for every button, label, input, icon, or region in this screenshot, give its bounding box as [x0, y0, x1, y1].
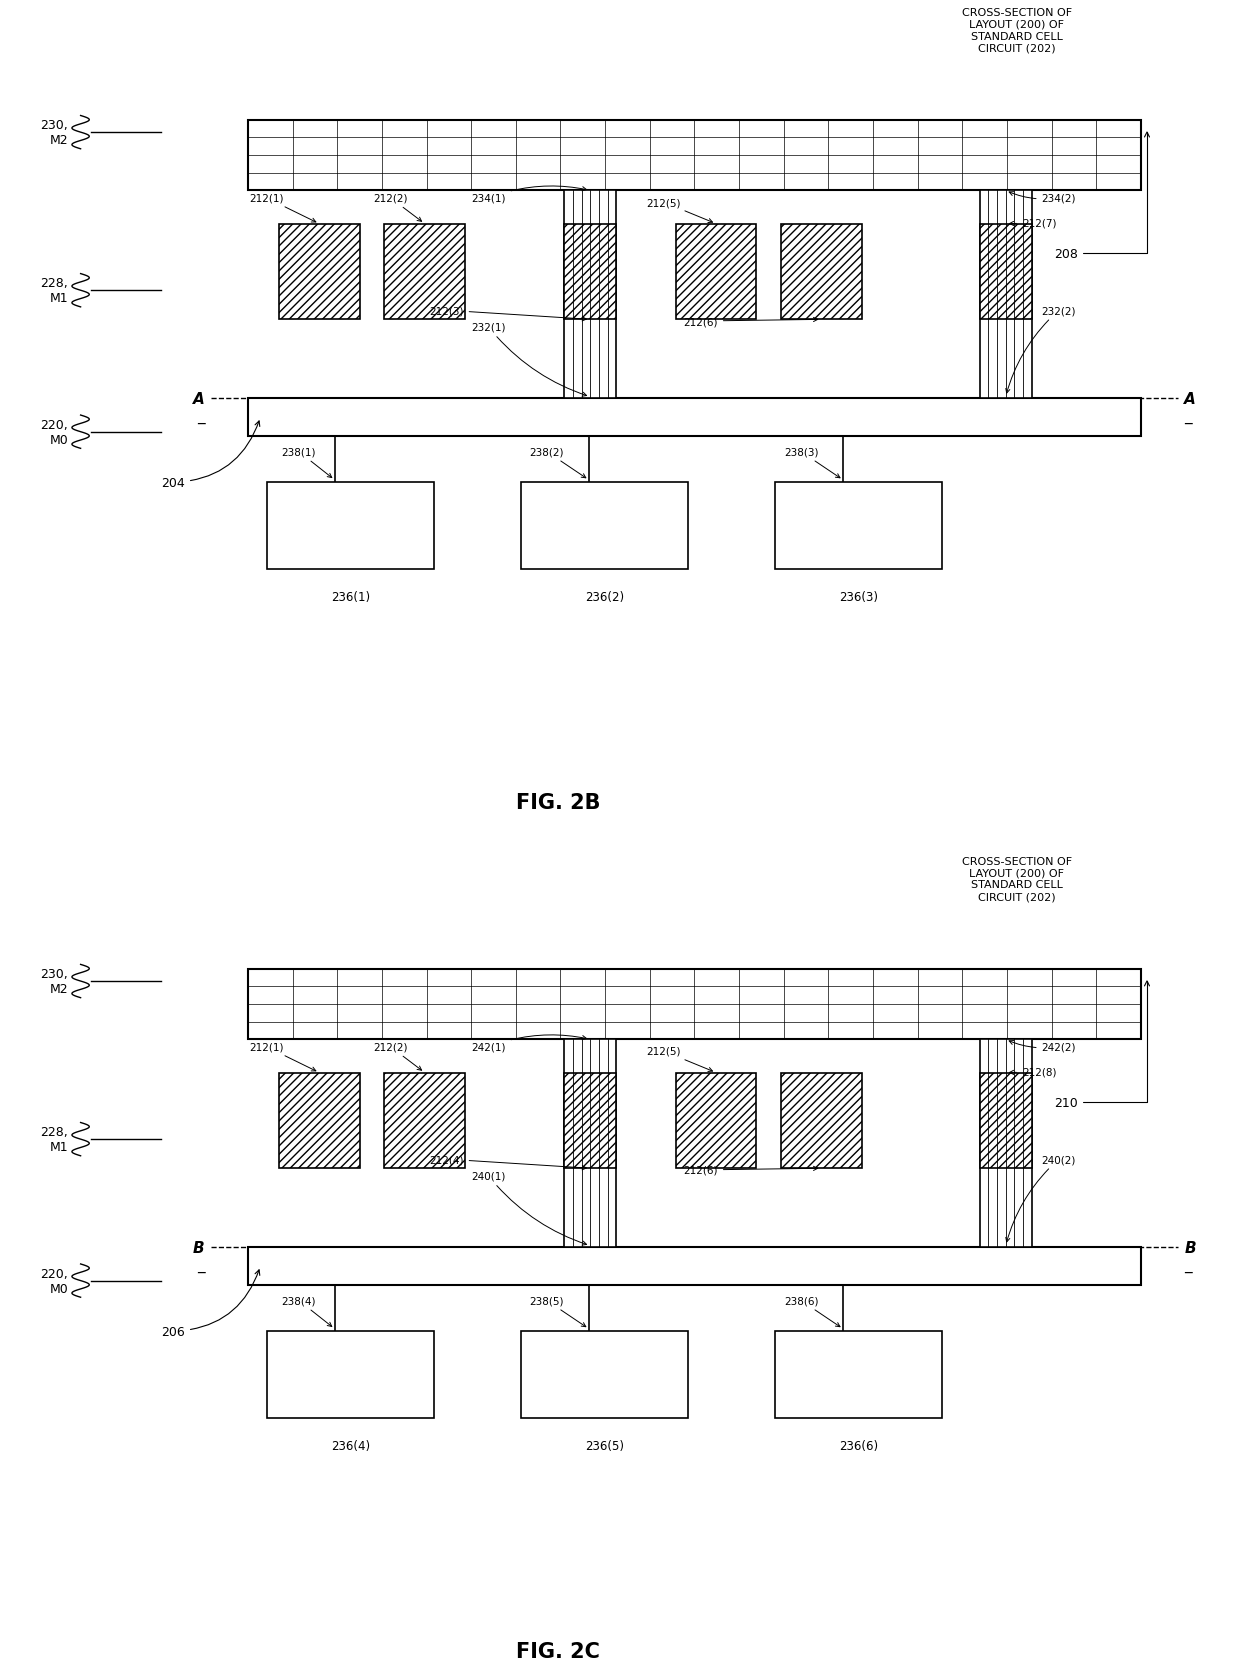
Text: B: B: [193, 1240, 205, 1255]
Bar: [564, 192, 616, 400]
Text: 236(5): 236(5): [585, 1438, 624, 1452]
Text: A: A: [1184, 391, 1195, 407]
Text: 220,
M0: 220, M0: [41, 1267, 68, 1295]
Text: 236(2): 236(2): [585, 590, 624, 603]
Text: 230,
M2: 230, M2: [41, 968, 68, 996]
Text: 236(6): 236(6): [839, 1438, 878, 1452]
Text: 238(5): 238(5): [529, 1295, 585, 1327]
Text: 236(4): 236(4): [331, 1438, 370, 1452]
Bar: [980, 225, 1032, 321]
Text: 212(1): 212(1): [249, 1042, 316, 1072]
Text: FIG. 2B: FIG. 2B: [516, 793, 600, 813]
Bar: [781, 225, 862, 321]
Text: 212(2): 212(2): [373, 1042, 422, 1070]
Text: CROSS-SECTION OF
LAYOUT (200) OF
STANDARD CELL
CIRCUIT (202): CROSS-SECTION OF LAYOUT (200) OF STANDAR…: [962, 8, 1071, 54]
Bar: [248, 400, 1141, 437]
Text: 212(6): 212(6): [683, 1166, 817, 1176]
Text: B: B: [1184, 1240, 1195, 1255]
Text: 238(6): 238(6): [784, 1295, 839, 1327]
Text: 240(2): 240(2): [1006, 1154, 1076, 1242]
Text: 236(1): 236(1): [331, 590, 370, 603]
Bar: [676, 225, 756, 321]
Text: _: _: [1184, 410, 1192, 423]
Text: 212(1): 212(1): [249, 193, 316, 223]
Text: _: _: [197, 410, 205, 423]
Bar: [279, 225, 360, 321]
Text: 210: 210: [1054, 981, 1149, 1109]
Text: 212(4): 212(4): [429, 1154, 587, 1171]
Text: 220,
M0: 220, M0: [41, 418, 68, 447]
Bar: [676, 1074, 756, 1169]
Text: 204: 204: [161, 422, 260, 489]
Text: CROSS-SECTION OF
LAYOUT (200) OF
STANDARD CELL
CIRCUIT (202): CROSS-SECTION OF LAYOUT (200) OF STANDAR…: [962, 857, 1071, 902]
Bar: [564, 225, 616, 321]
Text: FIG. 2C: FIG. 2C: [516, 1641, 600, 1662]
Text: 232(1): 232(1): [471, 323, 587, 396]
Bar: [248, 1248, 1141, 1285]
Bar: [384, 225, 465, 321]
Bar: [267, 1331, 434, 1418]
Bar: [980, 192, 1032, 400]
Text: 238(1): 238(1): [281, 447, 332, 479]
Bar: [781, 1074, 862, 1169]
Text: 236(3): 236(3): [839, 590, 878, 603]
Text: 238(2): 238(2): [529, 447, 585, 479]
Bar: [775, 482, 942, 570]
Text: _: _: [1184, 1258, 1192, 1272]
Text: 212(5): 212(5): [646, 198, 713, 223]
Bar: [521, 482, 688, 570]
Text: 212(2): 212(2): [373, 193, 422, 222]
Bar: [980, 1074, 1032, 1169]
Text: 212(8): 212(8): [1009, 1067, 1056, 1077]
Text: 206: 206: [161, 1270, 260, 1337]
Bar: [521, 1331, 688, 1418]
Text: _: _: [197, 1258, 205, 1272]
Text: 234(1): 234(1): [471, 186, 587, 203]
Text: 212(5): 212(5): [646, 1047, 713, 1072]
Text: 212(6): 212(6): [683, 318, 817, 328]
Bar: [267, 482, 434, 570]
Bar: [564, 1040, 616, 1248]
Text: 232(2): 232(2): [1006, 306, 1076, 393]
Bar: [279, 1074, 360, 1169]
Bar: [775, 1331, 942, 1418]
Text: 212(7): 212(7): [1009, 218, 1056, 228]
Text: 234(2): 234(2): [1009, 193, 1076, 203]
Text: 228,
M1: 228, M1: [41, 1126, 68, 1154]
Text: 238(4): 238(4): [281, 1295, 332, 1327]
Text: 242(2): 242(2): [1009, 1042, 1076, 1052]
Text: A: A: [193, 391, 205, 407]
Bar: [980, 1040, 1032, 1248]
Bar: [564, 1074, 616, 1169]
Text: 240(1): 240(1): [471, 1171, 587, 1245]
Text: 228,
M1: 228, M1: [41, 277, 68, 306]
Bar: [248, 121, 1141, 192]
Text: 230,
M2: 230, M2: [41, 119, 68, 148]
Bar: [248, 969, 1141, 1040]
Text: 212(3): 212(3): [429, 306, 587, 323]
Text: 208: 208: [1054, 133, 1149, 260]
Text: 242(1): 242(1): [471, 1035, 587, 1052]
Bar: [384, 1074, 465, 1169]
Text: 238(3): 238(3): [784, 447, 839, 479]
